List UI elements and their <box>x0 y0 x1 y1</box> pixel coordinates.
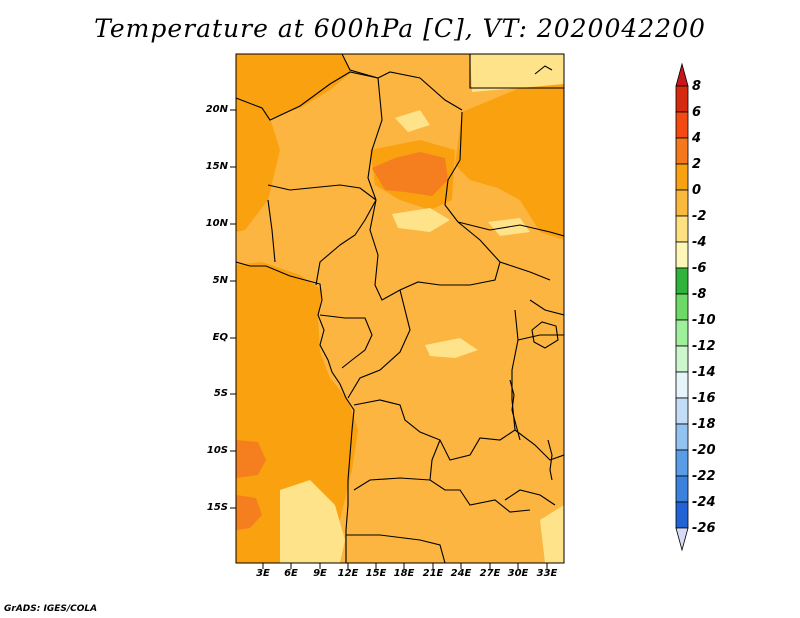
grads-credit: GrADS: IGES/COLA <box>4 604 98 614</box>
colorbar-label: -10 <box>692 313 716 328</box>
lon-label-27e: 27E <box>479 568 501 579</box>
lat-label-10s: 10S <box>206 445 228 456</box>
colorbar-swatch <box>675 137 689 165</box>
colorbar-label: 6 <box>692 105 702 120</box>
colorbar-label: -4 <box>692 235 707 250</box>
nigeria-cameroon-border <box>267 199 377 286</box>
colorbar-label: 8 <box>692 79 702 94</box>
colorbar-swatch <box>675 163 689 191</box>
lon-label-24e: 24E <box>450 568 472 579</box>
colorbar-swatch <box>675 241 689 269</box>
lon-label-33e: 33E <box>536 568 558 579</box>
lon-label-12e: 12E <box>337 568 359 579</box>
chad-hotspot <box>372 152 448 196</box>
colorbar-swatch <box>675 293 689 321</box>
colorbar-swatch <box>675 449 689 477</box>
light-yellow-center <box>392 208 450 232</box>
lon-label-21e: 21E <box>422 568 444 579</box>
colorbar-swatch <box>675 189 689 217</box>
colorbar-swatch <box>675 85 689 113</box>
colorbar-swatch <box>675 423 689 451</box>
colorbar-label: -6 <box>692 261 707 276</box>
light-yellow-se <box>540 505 564 563</box>
egypt-sudan-border <box>469 54 564 89</box>
lon-label-18e: 18E <box>393 568 415 579</box>
angola-coast-hotspot <box>236 440 266 478</box>
lon-label-3e: 3E <box>256 568 270 579</box>
light-yellow-sahara <box>395 110 430 132</box>
colorbar-swatch <box>675 111 689 139</box>
colorbar-label: 0 <box>692 183 702 198</box>
lat-label-20n: 20N <box>205 104 228 115</box>
colorbar-label: -26 <box>692 521 716 536</box>
zambia-angola-border <box>353 439 531 513</box>
colorbar-swatch <box>675 397 689 425</box>
colorbar-swatch <box>675 475 689 503</box>
red-sea-coast <box>534 65 553 75</box>
lon-label-6e: 6E <box>284 568 298 579</box>
colorbar-label: 2 <box>692 157 702 172</box>
ocean-orange-region <box>236 262 358 563</box>
temperature-field <box>236 54 564 563</box>
map-frame <box>235 53 565 564</box>
namibia-border <box>346 534 446 563</box>
lat-label-5n: 5N <box>212 275 228 286</box>
drc-border <box>347 289 519 461</box>
colorbar-label: -18 <box>692 417 716 432</box>
north-orange-region <box>236 54 352 120</box>
lat-label-eq: EQ <box>212 332 228 343</box>
west-orange-region <box>236 118 280 232</box>
light-yellow-ne <box>470 54 564 92</box>
plot-title: Temperature at 600hPa [C], VT: 202004220… <box>94 14 706 43</box>
lake-tanganyika <box>509 379 521 441</box>
chad-sudan-border <box>444 111 463 223</box>
light-yellow-south <box>280 480 345 563</box>
lon-label-9e: 9E <box>313 568 327 579</box>
libya-chad-border <box>341 54 463 111</box>
niger-chad-border <box>367 77 383 201</box>
lat-label-5s: 5S <box>213 388 228 399</box>
algeria-niger-border <box>236 71 379 121</box>
west-africa-coastline <box>236 261 355 563</box>
lat-label-15n: 15N <box>205 161 228 172</box>
tanzania-mozambique-border <box>504 429 564 506</box>
light-yellow-congo <box>425 338 478 358</box>
congo-gabon-border <box>319 314 373 369</box>
country-borders <box>236 54 564 563</box>
namibia-coast-hotspot <box>236 495 262 530</box>
colorbar-swatch <box>675 319 689 347</box>
colorbar-swatch <box>675 215 689 243</box>
colorbar-swatch <box>675 345 689 373</box>
colorbar-label: -16 <box>692 391 716 406</box>
lon-label-15e: 15E <box>365 568 387 579</box>
colorbar-label: -24 <box>692 495 716 510</box>
colorbar-top-arrow <box>675 62 689 87</box>
axis-ticks <box>230 109 548 569</box>
south-sudan-border <box>457 221 564 281</box>
colorbar-label: -12 <box>692 339 716 354</box>
colorbar-swatch <box>675 267 689 295</box>
lake-malawi <box>547 439 553 481</box>
colorbar-label: -20 <box>692 443 716 458</box>
lake-victoria <box>531 321 559 349</box>
colorbar-bottom-arrow <box>675 527 689 552</box>
colorbar-label: -8 <box>692 287 707 302</box>
colorbar-label: -14 <box>692 365 716 380</box>
nigeria-border <box>267 184 377 201</box>
colorbar-swatch <box>675 371 689 399</box>
ne-orange-region <box>455 84 564 240</box>
colorbar-label: 4 <box>692 131 702 146</box>
lat-label-15s: 15S <box>206 502 228 513</box>
lon-label-30e: 30E <box>507 568 529 579</box>
colorbar-label: -22 <box>692 469 716 484</box>
colorbar-swatch <box>675 501 689 529</box>
colorbar <box>675 62 689 552</box>
lat-label-10n: 10N <box>205 218 228 229</box>
colorbar-label: -2 <box>692 209 707 224</box>
east-border-uganda-kenya <box>517 299 564 341</box>
